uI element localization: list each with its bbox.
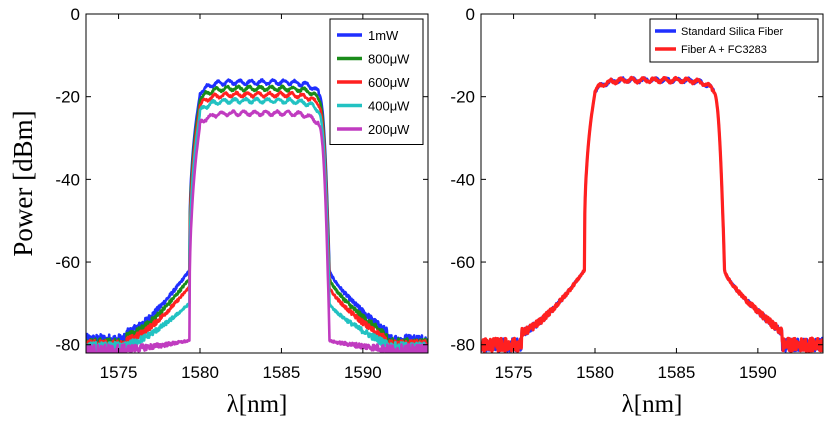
y-tick-label: -20	[55, 88, 80, 107]
x-axis-label: λ[nm]	[622, 391, 683, 418]
legend: 1mW 800μW 600μW 400μW 200μW	[329, 18, 424, 145]
series-line-400μW	[86, 96, 428, 353]
x-tick-label: 1575	[100, 363, 138, 382]
legend-label: 1mW	[368, 28, 399, 43]
x-tick-label: 1580	[181, 363, 219, 382]
legend-label: 400μW	[368, 99, 410, 114]
legend-label: 800μW	[368, 52, 410, 67]
legend-label: Fiber A + FC3283	[681, 44, 767, 56]
y-axis-label: Power [dBm]	[8, 110, 38, 256]
y-tick-label: -20	[450, 88, 475, 107]
x-tick-label: 1590	[344, 363, 382, 382]
chart-panel-1: 1575 1580 1585 1590 0 -20 -40 -60 -80 λ[nm] Power …	[8, 5, 429, 418]
series-line-Fiber A + FC3283	[481, 75, 823, 353]
axes-box	[480, 13, 824, 354]
chart-panel-2: 1575 1580 1585 1590 0 -20 -40 -60 -80 λ[nm] Standa…	[450, 5, 824, 418]
y-tick-label: -60	[450, 253, 475, 272]
axes-box	[85, 13, 429, 354]
y-tick-label: -80	[55, 336, 80, 355]
series-line-600μW	[86, 90, 428, 353]
series-line-200μW	[86, 109, 428, 353]
legend-label: 200μW	[368, 122, 410, 137]
y-tick-label: -80	[450, 336, 475, 355]
x-tick-label: 1590	[739, 363, 777, 382]
series-line-Standard Silica Fiber	[481, 76, 823, 353]
x-tick-label: 1585	[658, 363, 696, 382]
y-tick-label: -40	[55, 170, 80, 189]
y-tick-label: -60	[55, 253, 80, 272]
x-axis-label: λ[nm]	[227, 391, 288, 418]
x-tick-label: 1580	[576, 363, 614, 382]
legend: Standard Silica Fiber Fiber A + FC3283	[649, 18, 819, 63]
series-line-1mW	[86, 78, 428, 349]
y-tick-label: -40	[450, 170, 475, 189]
traces	[86, 78, 428, 353]
legend-box	[649, 18, 819, 63]
y-tick-label: 0	[466, 5, 475, 24]
traces	[481, 75, 823, 353]
x-tick-label: 1575	[495, 363, 533, 382]
x-tick-label: 1585	[263, 363, 301, 382]
y-tick-label: 0	[71, 5, 80, 24]
legend-label: Standard Silica Fiber	[681, 26, 783, 38]
legend-label: 600μW	[368, 75, 410, 90]
